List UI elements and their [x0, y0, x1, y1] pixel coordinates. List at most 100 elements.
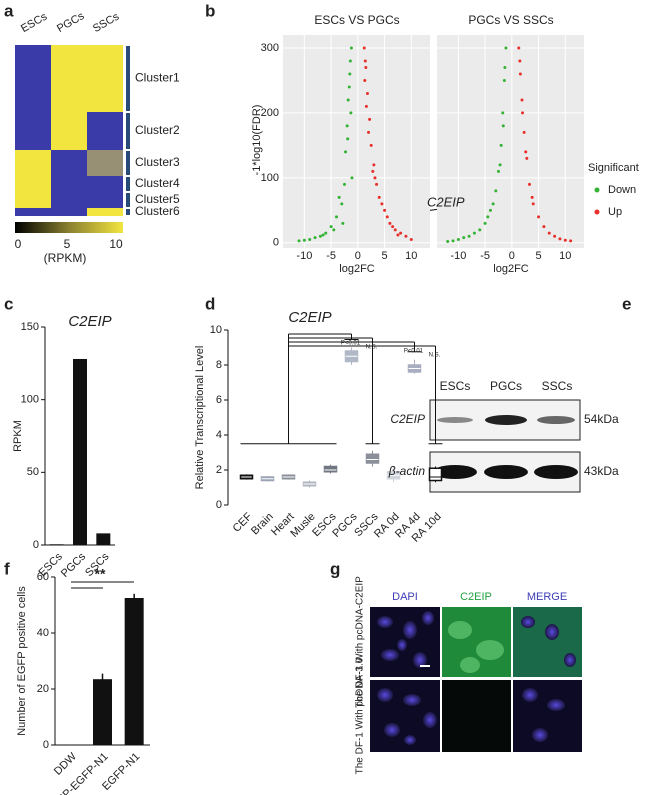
- point: [488, 208, 492, 212]
- cluster-bar: [126, 209, 130, 215]
- point: [380, 202, 384, 206]
- panel-label: c: [4, 294, 13, 313]
- micrograph-row: The DF-1 With pcDNA-3.0: [355, 657, 366, 774]
- heat-cell: [87, 176, 123, 192]
- x-axis-label: log2FC: [339, 263, 375, 275]
- point: [346, 98, 350, 102]
- point: [518, 72, 522, 76]
- y-tick-label: 8: [216, 359, 222, 371]
- point: [483, 221, 487, 225]
- colorbar-tick: 5: [64, 237, 71, 251]
- legend-label: Down: [608, 184, 636, 196]
- heat-cell: [15, 150, 51, 176]
- panel-label: f: [4, 559, 10, 578]
- micrograph-row: The DF-1 With pcDNA-C2EIP: [355, 576, 366, 708]
- point: [503, 65, 507, 69]
- x-tick-label: 10: [405, 250, 417, 262]
- point: [346, 137, 350, 141]
- y-axis-label: RPKM: [12, 420, 24, 452]
- cluster-bar: [126, 151, 130, 175]
- heat-cell: [15, 208, 51, 216]
- y-axis-label: Number of EGFP positive cells: [16, 586, 28, 736]
- legend-swatch: [594, 209, 600, 215]
- point: [524, 150, 528, 154]
- x-tick-label: Musle: [288, 511, 317, 540]
- chart-title: C2EIP: [288, 309, 331, 326]
- y-tick-label: 50: [27, 466, 39, 478]
- heat-cell: [87, 45, 123, 112]
- blot-band: [485, 415, 527, 425]
- point: [391, 225, 395, 229]
- point: [522, 130, 526, 134]
- point: [349, 46, 353, 50]
- x-tick-label: PGCs: [59, 550, 89, 580]
- point: [362, 46, 366, 50]
- point: [341, 221, 345, 225]
- point: [501, 124, 505, 128]
- heat-cell: [51, 150, 87, 176]
- heat-cell: [51, 192, 87, 208]
- point: [530, 195, 534, 199]
- blot-column: ESCs: [440, 379, 471, 393]
- point: [498, 163, 502, 167]
- bar: [93, 679, 112, 745]
- blot-column: SSCs: [542, 379, 573, 393]
- point: [558, 237, 562, 241]
- blot-band: [537, 416, 575, 424]
- y-tick-label: 0: [43, 739, 49, 751]
- point: [367, 130, 371, 134]
- blot-band: [433, 465, 477, 479]
- annotation: **: [95, 566, 106, 582]
- point: [364, 65, 368, 69]
- point: [520, 98, 524, 102]
- point: [329, 225, 333, 229]
- x-tick-label: -10: [296, 250, 312, 262]
- x-tick-label: 5: [382, 250, 388, 262]
- point: [302, 238, 306, 242]
- colorbar-tick: 10: [109, 237, 123, 251]
- point: [517, 46, 521, 50]
- point: [518, 59, 522, 63]
- x-tick-label: -10: [450, 250, 466, 262]
- panel-label: b: [205, 1, 215, 20]
- point: [348, 72, 352, 76]
- cluster-bar: [126, 177, 130, 191]
- point: [342, 182, 346, 186]
- point: [340, 202, 344, 206]
- heat-cell: [51, 112, 87, 150]
- annotation: P<0.01: [341, 341, 361, 347]
- y-tick-label: 150: [21, 321, 39, 333]
- point: [494, 189, 498, 193]
- point: [324, 231, 328, 235]
- panel-label: g: [330, 559, 340, 578]
- point: [491, 202, 495, 206]
- point: [496, 169, 500, 173]
- cluster-label: Cluster6: [135, 204, 180, 218]
- micrographs: [370, 607, 582, 752]
- point: [297, 239, 301, 243]
- bar: [96, 533, 111, 545]
- heat-cell: [87, 208, 123, 216]
- colorbar-tick: 0: [15, 237, 22, 251]
- point: [375, 182, 379, 186]
- y-tick-label: 60: [37, 571, 49, 583]
- point: [345, 124, 349, 128]
- point: [553, 234, 557, 238]
- colorbar-label: (RPKM): [44, 251, 87, 265]
- box: [323, 465, 338, 473]
- point: [451, 239, 455, 243]
- cluster-label: Cluster2: [135, 123, 180, 137]
- blot-band: [484, 465, 528, 479]
- point: [486, 215, 490, 219]
- point: [388, 221, 392, 225]
- point: [525, 156, 529, 160]
- legend-swatch: [594, 187, 600, 193]
- point: [373, 176, 377, 180]
- y-tick-label: 0: [273, 237, 279, 249]
- bar: [73, 358, 87, 545]
- panel-label: d: [205, 294, 215, 313]
- point: [318, 234, 322, 238]
- point: [472, 231, 476, 235]
- x-tick-label: -5: [480, 250, 490, 262]
- point: [371, 169, 375, 173]
